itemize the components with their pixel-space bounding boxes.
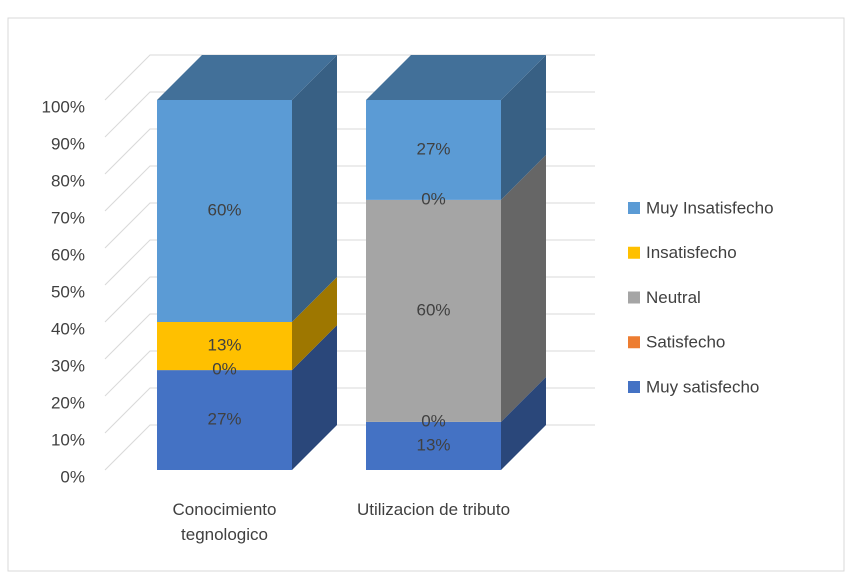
data-label: 13% <box>207 336 241 355</box>
bar-front <box>366 100 501 200</box>
bar-front <box>366 421 501 470</box>
legend-swatch <box>628 381 640 393</box>
y-tick-label: 50% <box>51 282 85 301</box>
legend-label: Insatisfecho <box>646 243 737 262</box>
y-tick-label: 40% <box>51 319 85 338</box>
data-label: 0% <box>212 360 237 379</box>
y-tick-label: 30% <box>51 356 85 375</box>
y-tick-label: 70% <box>51 208 85 227</box>
bar-top <box>366 55 546 100</box>
bar-front <box>157 370 292 470</box>
legend-label: Muy satisfecho <box>646 377 759 396</box>
bar-side <box>292 55 337 322</box>
data-label: 0% <box>421 189 446 208</box>
bar-top <box>157 55 337 100</box>
legend-label: Muy Insatisfecho <box>646 198 774 217</box>
legend-label: Satisfecho <box>646 333 725 352</box>
y-tick-label: 90% <box>51 134 85 153</box>
bar-front <box>157 322 292 371</box>
y-tick-label: 0% <box>60 467 85 486</box>
bar-side <box>292 325 337 470</box>
y-tick-label: 10% <box>51 430 85 449</box>
data-label: 60% <box>416 300 450 319</box>
data-label: 27% <box>207 410 241 429</box>
y-tick-label: 20% <box>51 393 85 412</box>
legend-swatch <box>628 291 640 304</box>
legend-label: Neutral <box>646 288 701 307</box>
bar-side <box>501 376 546 470</box>
bar-front <box>157 100 292 322</box>
y-tick-label: 60% <box>51 245 85 264</box>
data-label: 27% <box>416 139 450 158</box>
bar-side <box>501 55 546 200</box>
data-label: 60% <box>207 200 241 219</box>
legend-swatch <box>628 202 640 214</box>
y-tick-label: 100% <box>42 97 85 116</box>
legend-swatch <box>628 246 640 259</box>
data-label: 0% <box>421 411 446 430</box>
legend-swatch <box>628 336 640 349</box>
x-tick-label: Conocimiento tegnologico <box>172 500 277 544</box>
x-tick-label: Utilizacion de tributo <box>356 500 511 519</box>
bar-side <box>292 277 337 371</box>
data-label: 13% <box>416 435 450 454</box>
bar-side <box>501 154 546 422</box>
y-tick-label: 80% <box>51 171 85 190</box>
bar-front <box>366 199 501 422</box>
